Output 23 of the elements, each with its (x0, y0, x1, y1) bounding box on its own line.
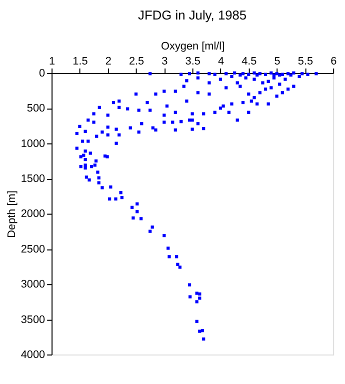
x-tick-label: 2 (105, 56, 112, 68)
y-tick-label: 1000 (20, 138, 46, 150)
x-tick-label: 1.5 (72, 56, 88, 68)
chart-title: JFDG in July, 1985 (138, 7, 247, 22)
x-tick-label: 5.5 (298, 56, 314, 68)
y-tick-label: 500 (26, 102, 46, 115)
y-axis-title: Depth [m] (6, 190, 18, 238)
y-tick-label: 3000 (20, 278, 46, 291)
x-tick-label: 5 (274, 56, 280, 68)
y-tick-label: 1500 (20, 173, 46, 186)
x-tick-label: 1 (49, 56, 56, 68)
y-tick-label: 2000 (20, 208, 46, 220)
y-tick-label: 0 (39, 67, 46, 80)
x-tick-label: 6 (330, 56, 337, 68)
y-tick-label: 4000 (20, 348, 46, 361)
y-tick-label: 3500 (20, 314, 46, 326)
x-tick-label: 4.5 (242, 56, 257, 68)
y-tick-label: 2500 (20, 243, 46, 256)
x-tick-label: 4 (218, 56, 224, 68)
x-tick-label: 3.5 (185, 56, 200, 68)
x-tick-label: 3 (162, 56, 168, 68)
x-tick-label: 2.5 (128, 56, 144, 68)
x-axis-title: Oxygen [ml/l] (161, 40, 225, 53)
